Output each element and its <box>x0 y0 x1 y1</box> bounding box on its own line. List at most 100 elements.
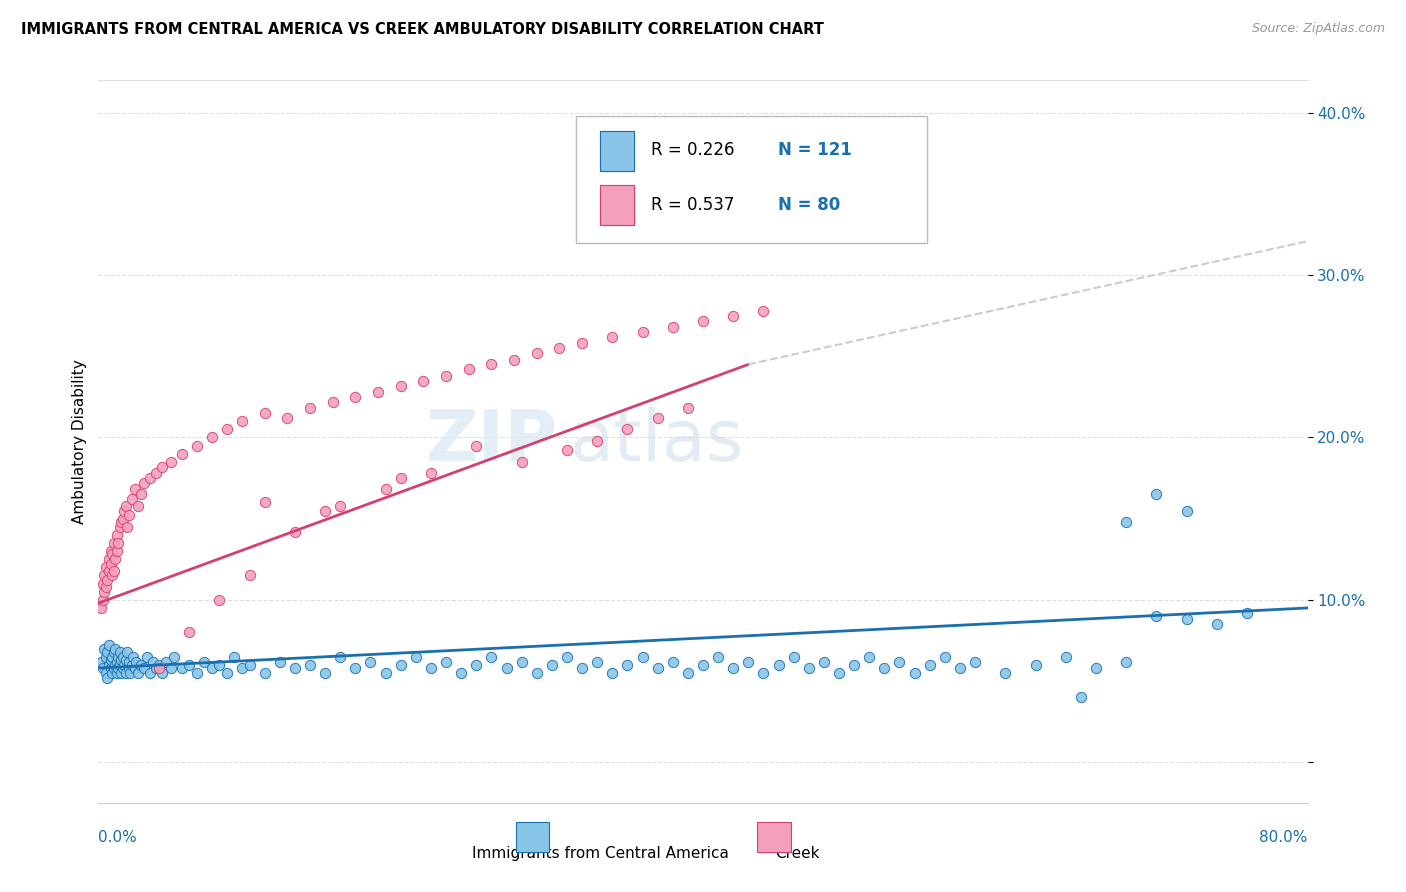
Point <box>150 459 173 474</box>
Point <box>94 560 117 574</box>
Point <box>676 401 699 416</box>
Point <box>616 657 638 672</box>
Point <box>150 665 173 680</box>
Point <box>329 649 352 664</box>
Point <box>101 568 124 582</box>
Point <box>752 665 775 680</box>
Point <box>904 665 927 680</box>
Point <box>374 483 396 497</box>
Point <box>526 665 548 680</box>
Point <box>132 661 155 675</box>
Text: IMMIGRANTS FROM CENTRAL AMERICA VS CREEK AMBULATORY DISABILITY CORRELATION CHART: IMMIGRANTS FROM CENTRAL AMERICA VS CREEK… <box>21 22 824 37</box>
Point <box>329 499 352 513</box>
Point <box>105 528 128 542</box>
Point <box>269 655 291 669</box>
Point <box>548 341 571 355</box>
Point <box>434 655 457 669</box>
Point <box>201 661 224 675</box>
Point <box>503 352 526 367</box>
Point <box>828 665 851 680</box>
Point <box>163 649 186 664</box>
Point <box>215 422 238 436</box>
Point <box>104 641 127 656</box>
Point <box>107 661 129 675</box>
Point <box>239 657 262 672</box>
Text: R = 0.537: R = 0.537 <box>651 196 734 214</box>
Point <box>616 422 638 436</box>
Point <box>91 576 114 591</box>
Point <box>1175 503 1198 517</box>
Point <box>1115 515 1137 529</box>
Text: Immigrants from Central America: Immigrants from Central America <box>472 847 728 861</box>
Point <box>934 649 956 664</box>
Point <box>1236 606 1258 620</box>
Text: N = 80: N = 80 <box>778 196 841 214</box>
Point <box>344 390 367 404</box>
Point <box>186 439 208 453</box>
Point <box>457 362 479 376</box>
Point <box>98 638 121 652</box>
Point <box>193 655 215 669</box>
Point <box>105 665 128 680</box>
Point <box>127 499 149 513</box>
Point <box>145 661 167 675</box>
Point <box>555 649 578 664</box>
Point <box>994 665 1017 680</box>
Point <box>93 584 115 599</box>
Point <box>104 657 127 672</box>
Point <box>179 657 201 672</box>
Point <box>98 552 121 566</box>
Point <box>118 655 141 669</box>
Point <box>661 655 683 669</box>
Point <box>94 649 117 664</box>
Point <box>93 568 115 582</box>
Text: atlas: atlas <box>569 407 744 476</box>
Point <box>707 649 730 664</box>
Point <box>103 564 125 578</box>
Point <box>111 661 134 675</box>
Point <box>465 439 488 453</box>
Point <box>101 649 124 664</box>
Point <box>783 649 806 664</box>
Point <box>495 661 517 675</box>
Point <box>526 346 548 360</box>
Point <box>389 471 412 485</box>
Point <box>571 661 593 675</box>
Point <box>145 466 167 480</box>
Point <box>98 564 121 578</box>
Point <box>571 336 593 351</box>
Point <box>631 649 654 664</box>
Point <box>120 665 142 680</box>
Point <box>135 649 157 664</box>
Point <box>253 406 276 420</box>
Point <box>1175 612 1198 626</box>
Point <box>873 661 896 675</box>
Point <box>94 580 117 594</box>
Point <box>96 645 118 659</box>
Point <box>253 665 276 680</box>
Text: Source: ZipAtlas.com: Source: ZipAtlas.com <box>1251 22 1385 36</box>
Point <box>918 657 941 672</box>
Point <box>481 649 503 664</box>
Point <box>389 657 412 672</box>
Point <box>284 524 307 539</box>
FancyBboxPatch shape <box>576 116 927 243</box>
Point <box>299 401 322 416</box>
Point <box>118 661 141 675</box>
Point <box>160 455 183 469</box>
Point <box>602 665 624 680</box>
Point <box>723 661 745 675</box>
Point <box>100 544 122 558</box>
Point <box>108 657 131 672</box>
Point <box>142 655 165 669</box>
Point <box>676 665 699 680</box>
Point <box>170 447 193 461</box>
Point <box>148 657 170 672</box>
Point <box>692 657 714 672</box>
Point <box>631 325 654 339</box>
Point <box>224 649 246 664</box>
Text: 80.0%: 80.0% <box>1260 830 1308 845</box>
Point <box>129 487 152 501</box>
Point <box>96 671 118 685</box>
Point <box>420 661 443 675</box>
